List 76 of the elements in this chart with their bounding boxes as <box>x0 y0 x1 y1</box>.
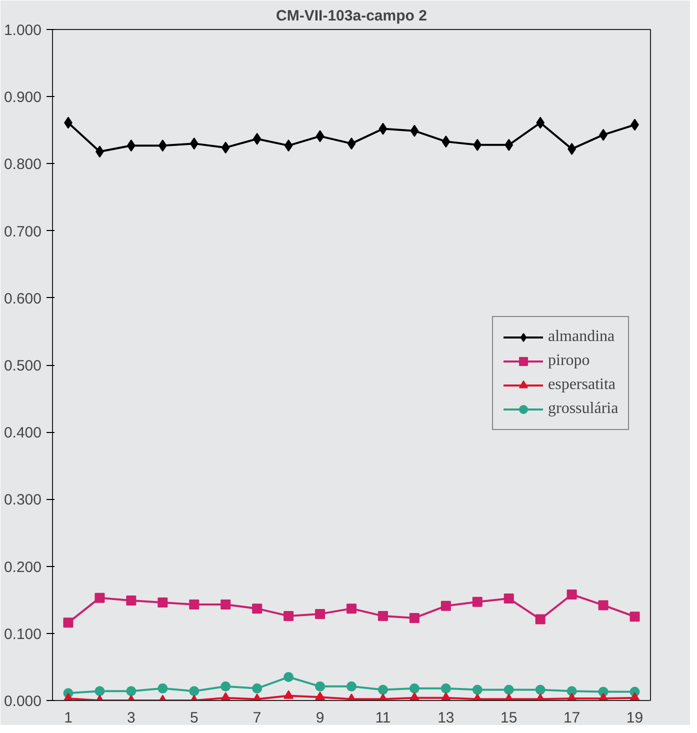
y-tick-label: 1.000 <box>4 22 42 39</box>
x-tick-label: 9 <box>316 710 324 726</box>
point <box>378 684 388 695</box>
point <box>158 140 167 152</box>
x-tick-label: 7 <box>252 710 262 726</box>
point <box>566 686 577 696</box>
point <box>409 683 420 694</box>
point <box>158 683 168 694</box>
point <box>347 138 356 150</box>
point <box>126 596 136 606</box>
x-tick-label: 5 <box>190 710 198 726</box>
point <box>252 604 262 614</box>
point <box>410 124 419 137</box>
point <box>535 614 546 624</box>
point <box>566 589 577 600</box>
y-tick-label: 0.700 <box>4 223 42 240</box>
point <box>472 684 482 695</box>
y-tick-label: 0.400 <box>4 424 42 442</box>
point <box>284 672 294 682</box>
point <box>63 618 74 628</box>
point <box>221 142 230 154</box>
x-tick-label: 13 <box>438 710 454 726</box>
point <box>315 681 326 692</box>
point <box>504 594 514 604</box>
point <box>284 140 293 152</box>
point <box>94 592 105 603</box>
y-tick-label: 0.500 <box>4 358 42 374</box>
point <box>126 686 136 696</box>
x-tick-label: 3 <box>127 710 136 726</box>
point <box>504 684 514 695</box>
point <box>284 610 294 621</box>
point <box>536 116 545 129</box>
x-tick-label: 15 <box>500 710 518 726</box>
point <box>346 681 356 692</box>
point <box>472 596 482 607</box>
point <box>190 138 198 150</box>
point <box>473 138 482 151</box>
point <box>284 690 294 699</box>
y-tick-label: 0.300 <box>4 492 42 509</box>
y-tick-label: 0.800 <box>4 156 42 174</box>
point <box>315 691 326 700</box>
point <box>440 600 451 611</box>
y-tick-label: 0.000 <box>4 693 42 710</box>
legend-label: piropo <box>548 352 590 370</box>
point <box>315 608 326 619</box>
point <box>220 681 231 692</box>
point <box>630 612 640 622</box>
point <box>346 604 356 614</box>
y-tick-label: 0.600 <box>4 290 42 308</box>
x-tick-label: 17 <box>563 710 580 726</box>
point <box>409 612 420 623</box>
legend-label: espersatita <box>548 376 616 394</box>
point <box>189 600 200 610</box>
point <box>440 683 451 694</box>
point <box>158 598 168 608</box>
point <box>252 132 262 145</box>
point <box>378 122 388 135</box>
x-tick-label: 1 <box>64 710 72 726</box>
point <box>252 683 262 694</box>
legend-label: almandina <box>548 328 615 346</box>
point <box>504 138 514 151</box>
point <box>598 600 608 610</box>
point <box>189 686 200 696</box>
y-tick-label: 0.900 <box>4 89 42 106</box>
point <box>442 136 450 148</box>
x-tick-label: 19 <box>626 710 644 726</box>
chart-title: CM-VII-103a-campo 2 <box>276 8 427 24</box>
point <box>220 600 231 610</box>
y-tick-label: 0.100 <box>4 626 42 643</box>
point <box>94 686 105 696</box>
legend-label: grossulária <box>548 400 618 418</box>
point <box>535 684 546 695</box>
x-tick-label: 11 <box>375 710 391 726</box>
point <box>316 130 324 142</box>
point <box>378 610 388 621</box>
y-tick-label: 0.200 <box>4 558 42 576</box>
